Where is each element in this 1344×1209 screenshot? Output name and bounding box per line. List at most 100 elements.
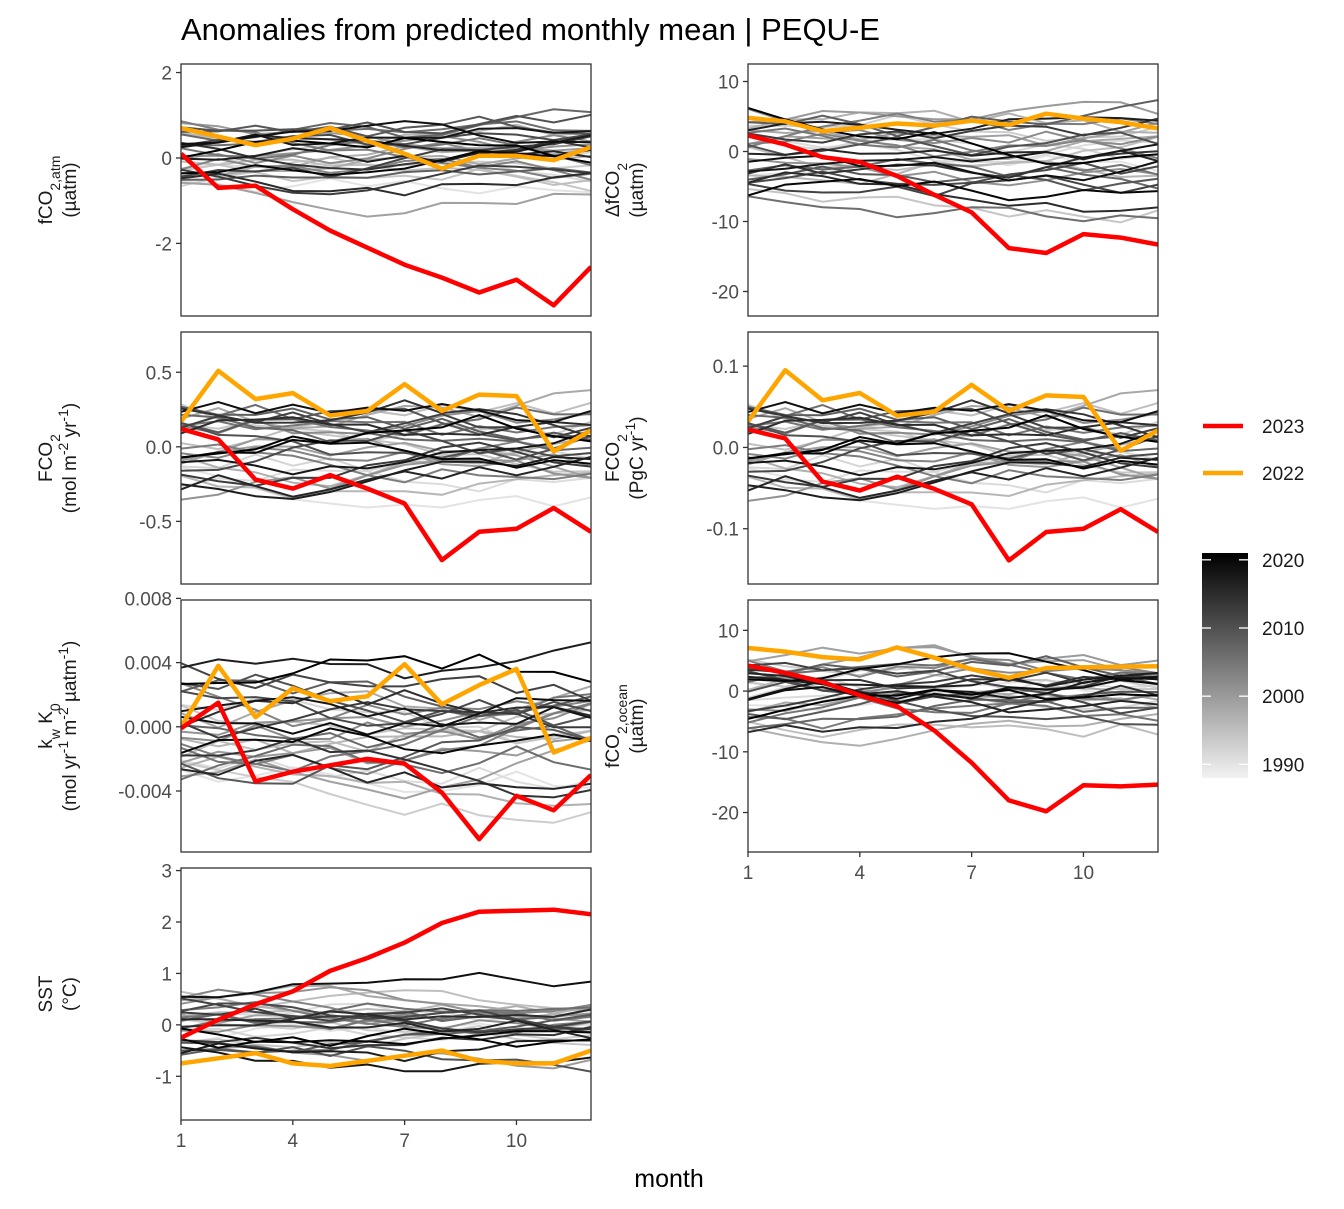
year-line-2008 bbox=[181, 679, 591, 717]
y-tick-label: -2 bbox=[155, 234, 172, 255]
y-tick-label: 0.000 bbox=[124, 718, 172, 739]
legend-label-2023: 2023 bbox=[1262, 417, 1304, 438]
year-line-2000 bbox=[748, 100, 1158, 124]
y-tick-label: -20 bbox=[712, 283, 739, 304]
y-tick-label: 0 bbox=[728, 143, 739, 164]
colorbar-tick-label: 2000 bbox=[1262, 687, 1304, 708]
x-tick-label: 10 bbox=[506, 1131, 527, 1152]
year-line-2019 bbox=[748, 400, 1158, 424]
year-line-2019 bbox=[181, 971, 591, 999]
year-line-1990 bbox=[181, 177, 591, 195]
year-line-2013 bbox=[181, 1007, 591, 1034]
year-line-2004 bbox=[181, 120, 591, 179]
year-line-1990 bbox=[748, 467, 1158, 510]
highlight-lines bbox=[181, 661, 591, 842]
x-tick-label: 1 bbox=[743, 863, 754, 884]
year-line-2014 bbox=[748, 399, 1158, 439]
year-line-1999 bbox=[181, 181, 591, 218]
year-line-2020 bbox=[181, 148, 591, 176]
colorbar-tick-label: 2010 bbox=[1262, 619, 1304, 640]
y-axis-label: FCO2(mol m-2 yr-1) bbox=[36, 403, 81, 513]
y-tick-label: 10 bbox=[718, 621, 739, 642]
y-tick-label: 3 bbox=[161, 862, 172, 883]
series-line-2023 bbox=[181, 152, 591, 308]
year-line-2017 bbox=[181, 641, 591, 680]
series-line-2022 bbox=[181, 368, 591, 454]
year-line-2012 bbox=[748, 174, 1158, 198]
year-line-1997 bbox=[748, 713, 1158, 747]
year-line-1997 bbox=[181, 145, 591, 177]
year-line-2000 bbox=[181, 437, 591, 468]
year-line-2015 bbox=[181, 172, 591, 197]
year-line-2009 bbox=[748, 165, 1158, 192]
background-year-lines bbox=[181, 389, 591, 509]
y-axis-label: fCO2,ocean(µatm) bbox=[603, 684, 648, 768]
y-tick-label: -20 bbox=[712, 804, 739, 825]
chart-title: Anomalies from predicted monthly mean | … bbox=[181, 12, 880, 47]
year-line-2014 bbox=[181, 399, 591, 438]
x-tick-label: 4 bbox=[855, 863, 866, 884]
y-tick-label: -10 bbox=[712, 213, 739, 234]
y-axis-label: kw K0(mol yr-1 m-2 µatm-1) bbox=[36, 641, 81, 812]
y-tick-label: 2 bbox=[161, 913, 172, 934]
year-line-2015 bbox=[181, 1008, 591, 1028]
legend-label-2022: 2022 bbox=[1262, 464, 1304, 485]
panel-frame bbox=[180, 331, 592, 585]
y-tick-label: 0.0 bbox=[713, 438, 739, 459]
year-line-2001 bbox=[748, 158, 1158, 187]
year-line-2013 bbox=[181, 701, 591, 739]
year-line-2019 bbox=[748, 675, 1158, 704]
year-line-2008 bbox=[181, 167, 591, 181]
highlight-lines bbox=[748, 367, 1158, 563]
year-line-2004 bbox=[748, 444, 1158, 485]
legend: 2023 2022 2020 2010 2000 1990 bbox=[1202, 417, 1304, 778]
year-line-2019 bbox=[181, 400, 591, 423]
panel-dfco2: 10 0 -10 -20 ΔfCO2(µatm) bbox=[603, 63, 1159, 317]
x-tick-label: 10 bbox=[1073, 863, 1094, 884]
year-line-2006 bbox=[748, 195, 1158, 223]
year-line-2021 bbox=[181, 413, 591, 459]
x-tick-label: 1 bbox=[176, 1131, 187, 1152]
y-axis-label: ΔfCO2(µatm) bbox=[603, 162, 648, 217]
year-line-2017 bbox=[181, 134, 591, 163]
year-line-1991 bbox=[748, 133, 1158, 163]
year-line-2016 bbox=[748, 148, 1158, 162]
series-line-2022 bbox=[181, 125, 591, 171]
series-line-2023 bbox=[181, 907, 591, 1040]
x-tick-label: 4 bbox=[288, 1131, 299, 1152]
year-line-2000 bbox=[748, 438, 1158, 469]
colorbar-tick-label: 1990 bbox=[1262, 755, 1304, 776]
panel-fco2ocean: 10 0 -10 -20 1 4 7 10 fCO2,ocean(µatm) bbox=[603, 599, 1159, 884]
y-axis-label: FCO2(PgC yr-1) bbox=[603, 416, 648, 499]
series-line-2022 bbox=[181, 1048, 591, 1069]
y-tick-label: -0.004 bbox=[118, 782, 172, 803]
y-tick-label: 0.004 bbox=[124, 654, 172, 675]
year-line-2012 bbox=[181, 135, 591, 178]
highlight-lines bbox=[181, 125, 591, 308]
y-tick-label: 10 bbox=[718, 73, 739, 94]
x-axis-label: month bbox=[634, 1165, 703, 1193]
y-tick-label: 0.5 bbox=[146, 363, 172, 384]
year-line-2018 bbox=[181, 696, 591, 727]
y-tick-label: 1 bbox=[161, 964, 172, 985]
panel-frame bbox=[180, 63, 592, 317]
year-line-1996 bbox=[748, 472, 1158, 501]
year-line-2005 bbox=[748, 127, 1158, 176]
year-line-2013 bbox=[748, 117, 1158, 144]
year-line-1996 bbox=[181, 471, 591, 500]
year-line-2021 bbox=[748, 414, 1158, 460]
colorbar bbox=[1202, 553, 1248, 778]
year-line-1995 bbox=[748, 720, 1158, 739]
y-axis-label: fCO2,atm(µatm) bbox=[36, 156, 81, 225]
year-line-2015 bbox=[748, 416, 1158, 437]
x-tick-label: 7 bbox=[966, 863, 977, 884]
series-line-2022 bbox=[748, 111, 1158, 134]
year-line-1990 bbox=[748, 678, 1158, 712]
y-tick-label: 0 bbox=[728, 682, 739, 703]
year-line-2012 bbox=[181, 662, 591, 702]
panels: 2 0 -2 fCO2,atm(µatm) 10 0 -10 -20 ΔfCO2(µatm) 0.… bbox=[36, 63, 1159, 1152]
colorbar-tick-label: 2020 bbox=[1262, 551, 1304, 572]
y-tick-label: -10 bbox=[712, 743, 739, 764]
series-line-2023 bbox=[748, 427, 1158, 563]
